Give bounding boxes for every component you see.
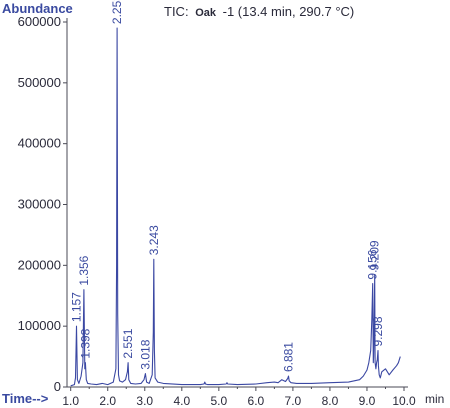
- x-axis-unit: min: [425, 392, 445, 406]
- y-tick-label: 100000: [18, 318, 61, 333]
- x-tick-label: 4.0: [173, 394, 190, 408]
- x-tick-label: 2.0: [99, 394, 116, 408]
- x-tick-label: 6.0: [248, 394, 265, 408]
- peak-label: 6.881: [281, 342, 295, 372]
- y-tick-label: 400000: [18, 136, 61, 151]
- y-tick-label: 600000: [18, 14, 61, 29]
- x-tick-label: 5.0: [210, 394, 227, 408]
- y-axis-label: Abundance: [2, 1, 73, 16]
- x-tick-label: 3.0: [136, 394, 153, 408]
- peak-label: 9.209: [368, 240, 382, 270]
- peak-label: 1.356: [77, 255, 91, 285]
- x-tick-label: 8.0: [322, 394, 339, 408]
- peak-label: 2.253: [110, 0, 124, 24]
- series-line-0: [70, 27, 401, 387]
- peak-label: 9.156: [366, 249, 380, 279]
- peak-label: 9.298: [371, 316, 385, 346]
- peak-label: 1.157: [70, 292, 84, 322]
- x-tick-label: 10.0: [392, 394, 416, 408]
- chart-title: TIC: Oak -1 (13.4 min, 290.7 °C): [164, 4, 354, 19]
- peak-label: 1.398: [78, 328, 92, 358]
- y-tick-label: 200000: [18, 257, 61, 272]
- x-axis-label: Time-->: [2, 391, 49, 406]
- peak-label: 3.018: [138, 339, 152, 369]
- y-tick-label: 500000: [18, 75, 61, 90]
- x-tick-label: 1.0: [62, 394, 79, 408]
- title-suffix: -1 (13.4 min, 290.7 °C): [222, 4, 355, 19]
- title-prefix: TIC:: [164, 4, 189, 19]
- y-tick-label: 300000: [18, 197, 61, 212]
- x-tick-label: 7.0: [285, 394, 302, 408]
- x-tick-label: 9.0: [359, 394, 376, 408]
- peak-label: 3.243: [147, 225, 161, 255]
- y-tick-label: 0: [54, 379, 61, 394]
- title-sample: Oak: [195, 7, 216, 19]
- peak-label: 2.551: [121, 328, 135, 358]
